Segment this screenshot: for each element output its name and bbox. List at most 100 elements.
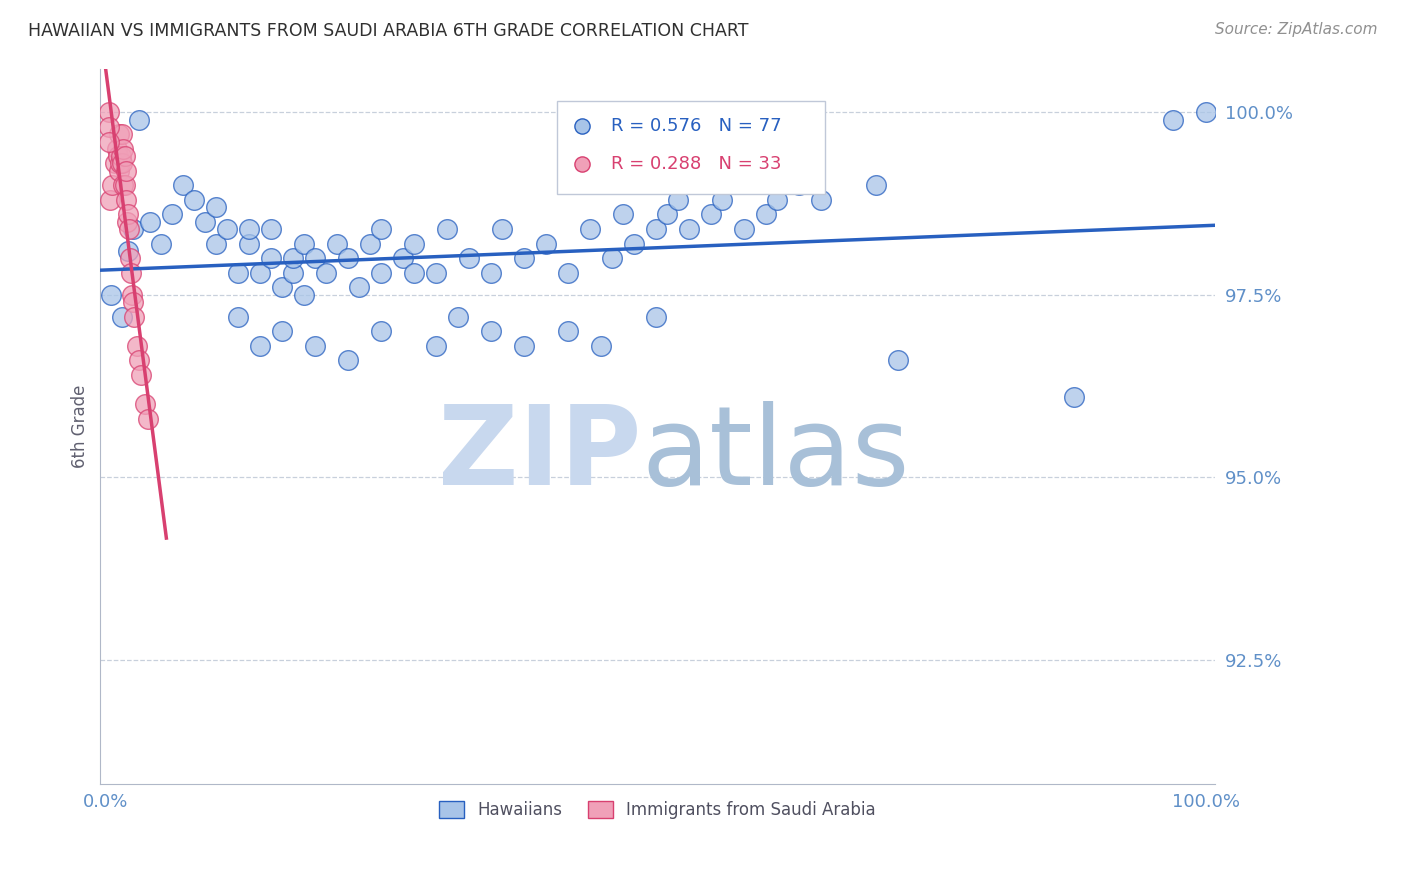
Point: [238, 236, 260, 251]
Point: [115, 215, 138, 229]
Point: [623, 236, 645, 251]
Point: [270, 280, 292, 294]
Text: HAWAIIAN VS IMMIGRANTS FROM SAUDI ARABIA 6TH GRADE CORRELATION CHART: HAWAIIAN VS IMMIGRANTS FROM SAUDI ARABIA…: [28, 22, 748, 40]
Point: [98, 193, 121, 207]
Point: [104, 156, 127, 170]
Point: [645, 310, 668, 324]
Point: [117, 207, 139, 221]
Point: [108, 156, 131, 170]
Point: [149, 236, 172, 251]
Point: [402, 236, 425, 251]
Point: [579, 222, 602, 236]
Point: [336, 252, 359, 266]
Y-axis label: 6th Grade: 6th Grade: [72, 384, 89, 467]
Point: [98, 120, 121, 134]
Point: [326, 236, 349, 251]
Point: [402, 266, 425, 280]
Point: [128, 353, 150, 368]
Point: [887, 353, 910, 368]
Point: [655, 207, 678, 221]
Point: [122, 295, 145, 310]
Point: [128, 112, 150, 127]
Point: [139, 215, 162, 229]
Point: [304, 339, 326, 353]
Point: [111, 127, 134, 141]
Point: [645, 222, 668, 236]
Point: [183, 193, 205, 207]
Point: [110, 149, 132, 163]
Point: [120, 252, 142, 266]
Point: [172, 178, 194, 193]
Point: [292, 236, 315, 251]
Point: [1161, 112, 1184, 127]
Point: [112, 178, 135, 193]
Point: [1195, 105, 1218, 120]
Point: [238, 222, 260, 236]
Point: [447, 310, 470, 324]
Point: [600, 252, 623, 266]
Point: [100, 287, 122, 301]
Point: [134, 397, 156, 411]
Point: [98, 135, 121, 149]
Point: [810, 193, 832, 207]
Point: [865, 178, 887, 193]
Point: [589, 339, 612, 353]
Point: [292, 287, 315, 301]
Point: [121, 287, 143, 301]
Point: [120, 266, 142, 280]
Point: [557, 266, 579, 280]
Point: [101, 178, 124, 193]
Point: [108, 127, 131, 141]
Point: [479, 324, 502, 338]
Point: [260, 252, 283, 266]
Point: [260, 222, 283, 236]
Point: [491, 222, 513, 236]
Point: [700, 207, 723, 221]
Point: [370, 266, 392, 280]
Point: [425, 339, 447, 353]
Point: [205, 236, 228, 251]
Point: [122, 222, 145, 236]
Legend: Hawaiians, Immigrants from Saudi Arabia: Hawaiians, Immigrants from Saudi Arabia: [433, 794, 883, 825]
Point: [136, 412, 159, 426]
Point: [117, 244, 139, 258]
Point: [112, 142, 135, 156]
Point: [107, 149, 129, 163]
Point: [249, 266, 271, 280]
Point: [114, 163, 136, 178]
Point: [108, 163, 131, 178]
Point: [766, 193, 789, 207]
Point: [129, 368, 152, 382]
Point: [392, 252, 415, 266]
Point: [105, 142, 128, 156]
Point: [160, 207, 183, 221]
Point: [226, 310, 249, 324]
Point: [114, 193, 136, 207]
Point: [612, 207, 634, 221]
Point: [787, 178, 810, 193]
Point: [118, 222, 141, 236]
Point: [534, 236, 557, 251]
Point: [281, 252, 304, 266]
Point: [205, 200, 228, 214]
Point: [370, 222, 392, 236]
Point: [98, 105, 121, 120]
Point: [479, 266, 502, 280]
Point: [569, 689, 592, 703]
Point: [359, 236, 381, 251]
Point: [733, 222, 755, 236]
Text: R = 0.576   N = 77: R = 0.576 N = 77: [610, 117, 782, 135]
Point: [304, 252, 326, 266]
Point: [125, 339, 148, 353]
Point: [111, 310, 134, 324]
Point: [215, 222, 238, 236]
Text: Source: ZipAtlas.com: Source: ZipAtlas.com: [1215, 22, 1378, 37]
Point: [249, 339, 271, 353]
Point: [1063, 390, 1085, 404]
Point: [666, 193, 689, 207]
Point: [347, 280, 370, 294]
Point: [226, 266, 249, 280]
Point: [114, 149, 136, 163]
Point: [114, 178, 136, 193]
Text: ZIP: ZIP: [437, 401, 641, 508]
